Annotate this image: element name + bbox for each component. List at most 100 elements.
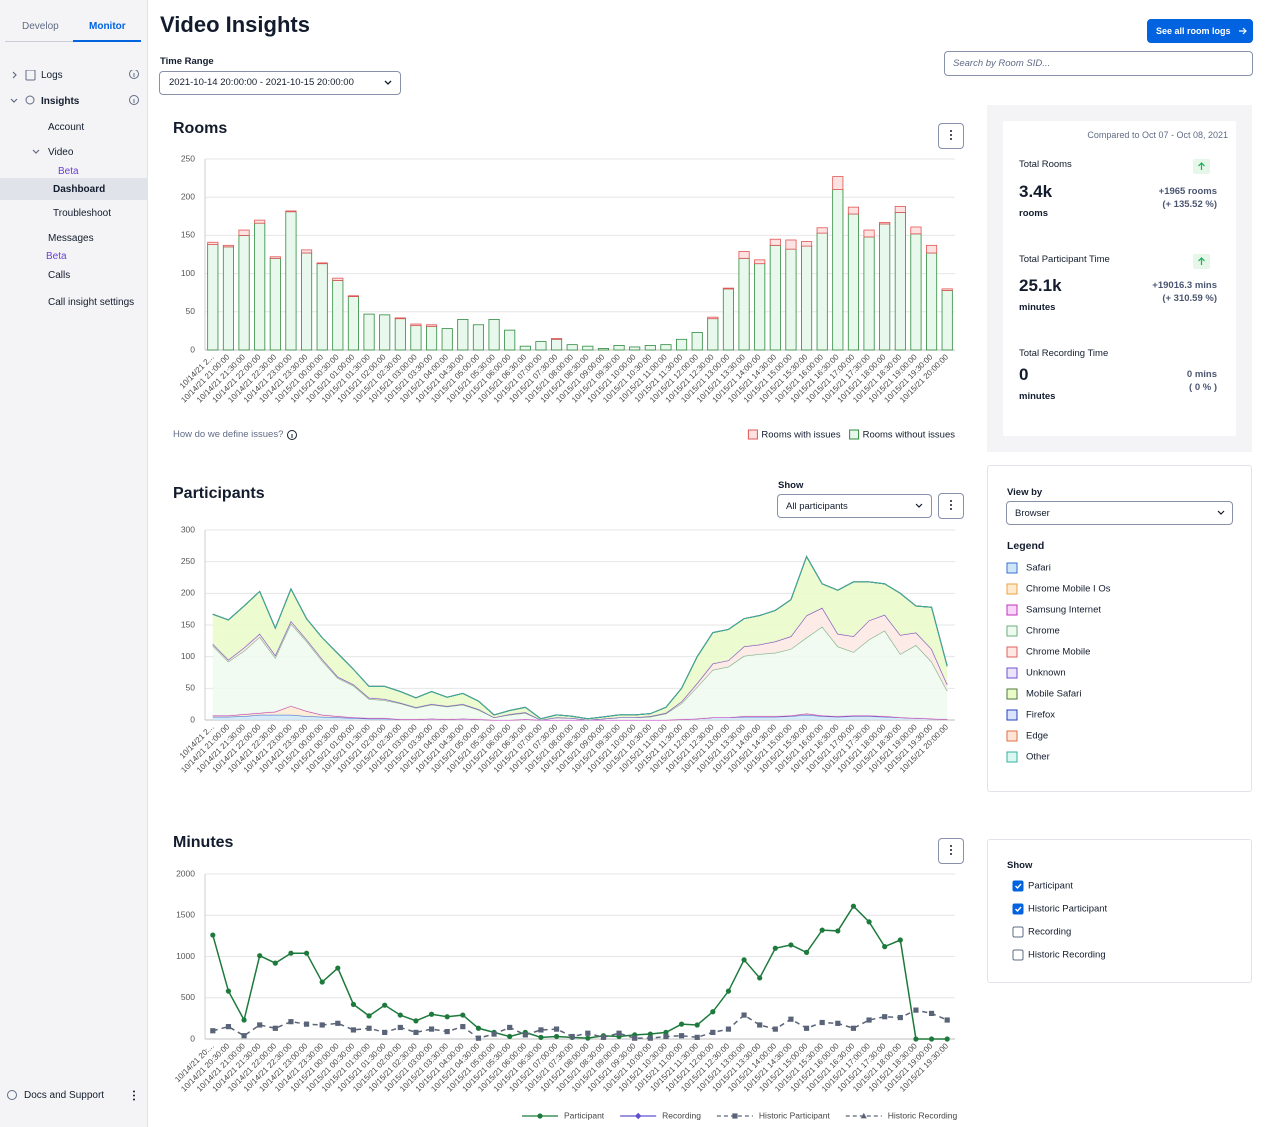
- point: [757, 1022, 762, 1027]
- series-line: [213, 1010, 947, 1038]
- nav-item[interactable]: Calls: [48, 270, 70, 281]
- point: [241, 1017, 246, 1022]
- x-tick-label: 10/15/21 12:30:00: [664, 352, 716, 404]
- x-tick-label: 10/15/21 08:30:00: [554, 1041, 606, 1093]
- y-tick-label: 50: [186, 306, 196, 316]
- x-tick-label: 10/15/21 04:00:00: [398, 722, 450, 774]
- bar-segment: [864, 237, 874, 350]
- x-tick-label: 10/15/21 19:30:00: [882, 722, 934, 774]
- minutes-menu[interactable]: [938, 838, 964, 864]
- x-tick-label: 10/14/21 20:30:00: [179, 1041, 231, 1093]
- x-tick-label: 10/15/21 07:00:00: [492, 352, 544, 404]
- x-tick-label: 10/15/21 00:00:00: [289, 1041, 341, 1093]
- x-tick-label: 10/15/21 15:30:00: [773, 1041, 825, 1093]
- trend-up-icon: [1193, 254, 1210, 269]
- x-tick-label: 10/15/21 05:00:00: [429, 352, 481, 404]
- point: [210, 932, 215, 937]
- issues-help-link[interactable]: How do we define issues?: [173, 429, 283, 440]
- point: [241, 1033, 246, 1038]
- area-fill: [213, 557, 947, 719]
- x-tick-label: 10/15/21 10:30:00: [601, 352, 653, 404]
- x-tick-label: 10/15/21 17:30:00: [820, 352, 872, 404]
- point: [460, 1024, 465, 1029]
- x-tick-label: 10/15/21 16:30:00: [789, 352, 841, 404]
- legend-label: Rooms with issues: [761, 430, 840, 441]
- y-tick-label: 250: [181, 556, 195, 566]
- minutes-title: Minutes: [173, 834, 233, 852]
- bar-segment: [786, 249, 796, 350]
- bar-segment: [770, 239, 780, 245]
- view-by-select[interactable]: Browser: [1006, 501, 1233, 525]
- participants-menu[interactable]: [938, 493, 964, 519]
- point: [866, 1017, 871, 1022]
- point: [226, 1024, 231, 1029]
- point: [273, 1026, 278, 1031]
- tab-active[interactable]: Monitor: [89, 21, 126, 32]
- x-tick-label: 10/15/21 03:00:00: [367, 352, 419, 404]
- nav-item[interactable]: Call insight settings: [48, 297, 134, 308]
- x-tick-label: 10/15/21 14:00:00: [711, 722, 763, 774]
- x-tick-label: 10/14/21 21:30:00: [195, 722, 247, 774]
- participants-side-panel: View by Browser Legend: [987, 465, 1252, 792]
- bar-segment: [942, 289, 952, 291]
- area-line: [213, 624, 947, 720]
- nav-item[interactable]: Troubleshoot: [53, 208, 111, 219]
- metric-change: +1965 rooms: [1159, 186, 1217, 197]
- point: [382, 1030, 387, 1035]
- x-tick-label: 10/15/21 20:00:00: [898, 352, 950, 404]
- see-all-logs-button[interactable]: See all room logs: [1147, 19, 1253, 43]
- x-tick-label: 10/15/21 14:30:00: [726, 352, 778, 404]
- x-tick-label: 10/15/21 11:30:00: [649, 1041, 701, 1093]
- compared-text: Compared to Oct 07 - Oct 08, 2021: [1087, 130, 1228, 140]
- rooms-menu[interactable]: [938, 123, 964, 149]
- point: [929, 1011, 934, 1016]
- x-tick-label: 10/14/21 22:30:00: [226, 722, 278, 774]
- nav-item[interactable]: Messages: [48, 233, 94, 244]
- x-tick-label: 10/15/21 02:00:00: [351, 1041, 403, 1093]
- x-tick-label: 10/15/21 06:30:00: [476, 352, 528, 404]
- point: [382, 1003, 387, 1008]
- nav-item[interactable]: Logs: [41, 70, 63, 81]
- point: [882, 944, 887, 949]
- point: [835, 928, 840, 933]
- area-line: [213, 557, 947, 719]
- nav-item[interactable]: Account: [48, 122, 84, 133]
- x-tick-label: 10/14/21 23:30:00: [257, 352, 309, 404]
- x-tick-label: 10/15/21 11:30:00: [633, 352, 685, 404]
- bar-segment: [239, 230, 249, 235]
- filter-value: All participants: [786, 501, 848, 512]
- bar-segment: [333, 278, 343, 280]
- point: [882, 1014, 887, 1019]
- x-tick-label: 10/15/21 12:30:00: [679, 1041, 731, 1093]
- bar-segment: [536, 342, 546, 350]
- point: [695, 1022, 700, 1027]
- bar-segment: [208, 242, 218, 244]
- bar-segment: [708, 317, 718, 319]
- legend-marker: [732, 1113, 737, 1118]
- metric-unit: rooms: [1019, 208, 1048, 219]
- bar-segment: [442, 329, 452, 350]
- point: [523, 1030, 528, 1035]
- bar-segment: [942, 290, 952, 350]
- x-tick-label: 10/15/21 07:30:00: [523, 1041, 575, 1093]
- x-tick-label: 10/15/21 17:30:00: [836, 1041, 888, 1093]
- participants-filter[interactable]: All participants: [777, 494, 932, 518]
- nav-item-active[interactable]: Dashboard: [53, 184, 105, 195]
- point: [366, 1026, 371, 1031]
- legend-label: Recording: [662, 1110, 701, 1120]
- area-line: [213, 706, 947, 720]
- docs-link[interactable]: Docs and Support: [24, 1090, 104, 1101]
- bar-segment: [489, 319, 499, 350]
- nav-item[interactable]: Insights: [41, 96, 79, 107]
- point: [554, 1034, 559, 1039]
- x-tick-label: 10/15/21 13:00:00: [679, 352, 731, 404]
- point: [679, 1022, 684, 1027]
- nav-item[interactable]: Video: [48, 147, 73, 158]
- x-tick-label: 10/15/21 03:30:00: [398, 1041, 450, 1093]
- time-range-select[interactable]: 2021-10-14 20:00:00 - 2021-10-15 20:00:0…: [159, 71, 401, 95]
- search-input[interactable]: Search by Room SID...: [944, 51, 1253, 76]
- tab[interactable]: Develop: [22, 21, 59, 32]
- x-tick-label: 10/15/21 11:00:00: [617, 352, 669, 404]
- metric-change-pct: ( 0 % ): [1189, 382, 1217, 393]
- bar-segment: [926, 245, 936, 253]
